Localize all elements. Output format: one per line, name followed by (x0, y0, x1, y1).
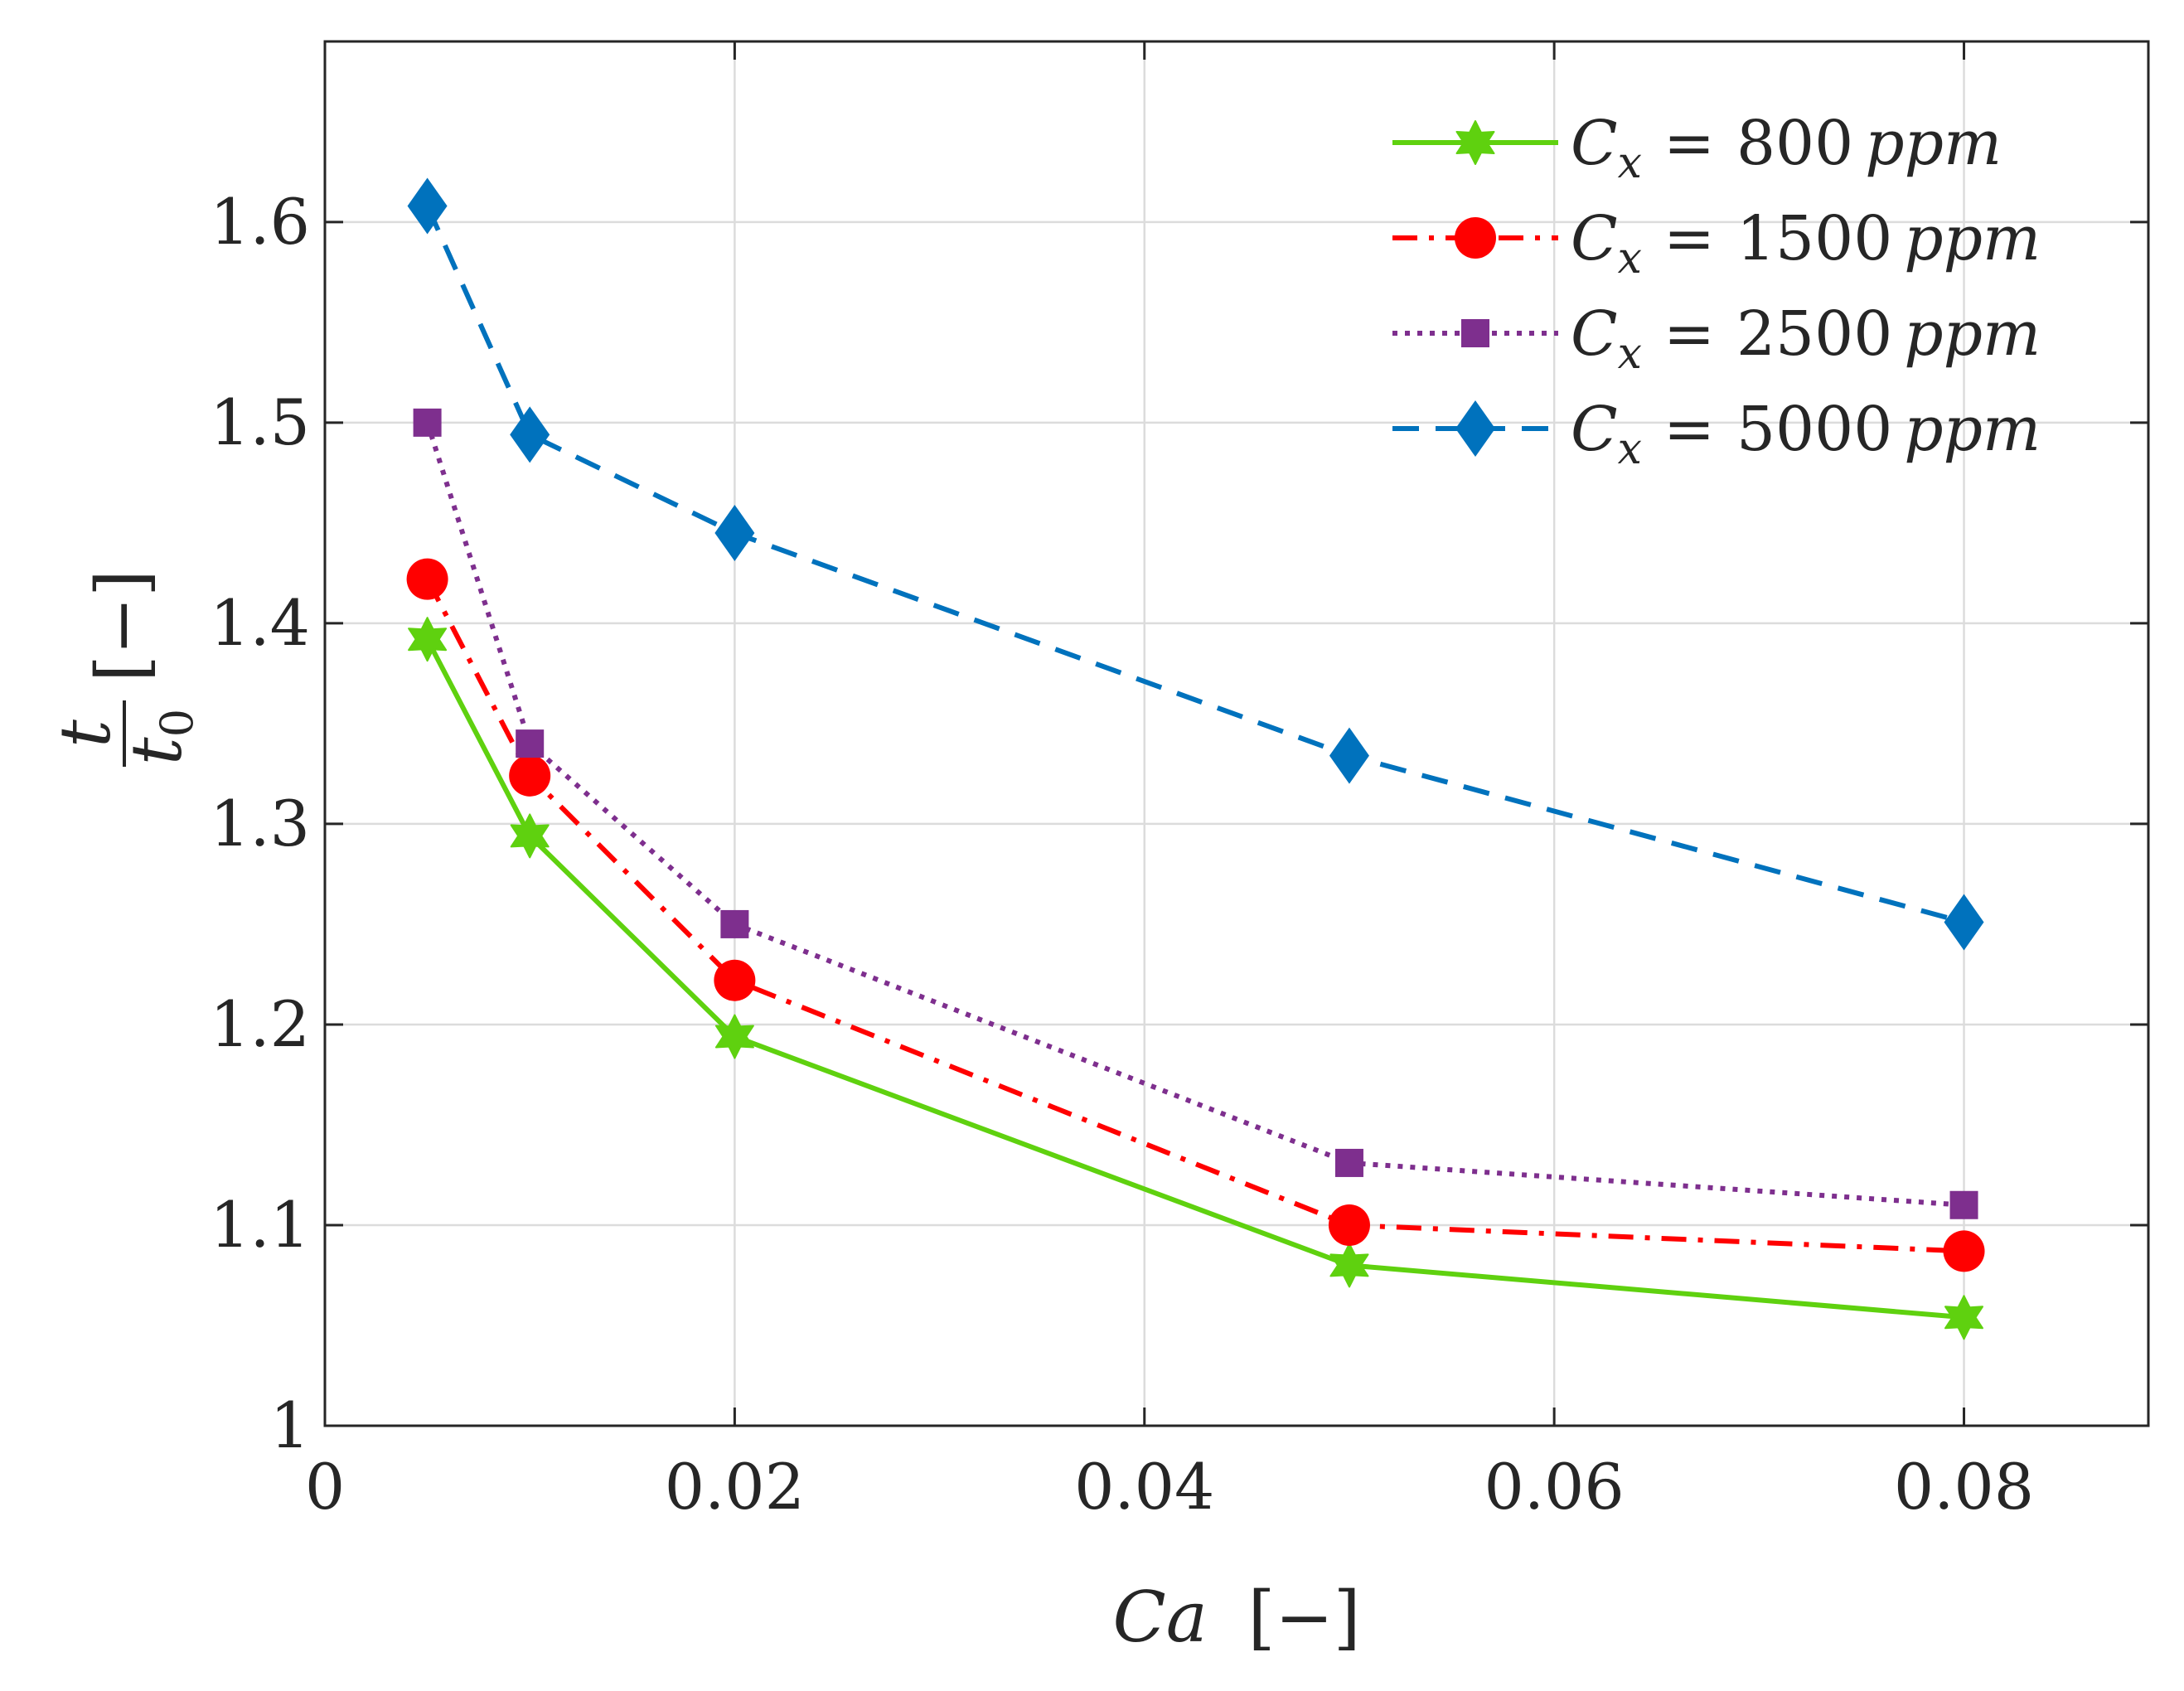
x-tick-label: 0.02 (665, 1450, 805, 1524)
legend: Cx = 800 ppm Cx = 1500 ppm Cx = 2500 ppm Cx = 5000 ppm (1392, 108, 2041, 474)
y-tick-label: 1.4 (210, 586, 310, 660)
data-point-diamond (510, 406, 550, 463)
y-tick-label: 1.1 (210, 1188, 310, 1262)
legend-label: Cx = 800 ppm (1571, 108, 2002, 188)
data-point-diamond (1944, 894, 1984, 951)
data-point-circle (406, 558, 448, 600)
series-5000 (407, 177, 1984, 951)
legend-entry-5000: Cx = 5000 ppm (1392, 394, 2041, 474)
x-tick-label: 0.06 (1484, 1450, 1625, 1524)
x-axis-unit: [−] (1248, 1577, 1361, 1658)
legend-entry-800: Cx = 800 ppm (1392, 108, 2002, 188)
data-point-star (714, 1014, 754, 1059)
data-point-square (1334, 1148, 1363, 1177)
series-1500 (406, 558, 1985, 1272)
data-point-star (510, 813, 550, 859)
legend-marker-sample (1455, 120, 1495, 165)
y-tick-label: 1.6 (210, 185, 310, 259)
series-layer (406, 177, 1985, 1340)
legend-entry-2500: Cx = 2500 ppm (1392, 298, 2041, 379)
y-axis-label: t t0 [−] (45, 569, 203, 767)
x-axis-label: Ca [−] (1113, 1577, 1361, 1658)
y-axis-unit: [−] (81, 569, 162, 682)
data-point-square (720, 909, 749, 938)
legend-marker-sample (1455, 400, 1495, 457)
legend-marker-sample (1461, 319, 1489, 347)
data-point-star (408, 617, 448, 662)
y-axis-numerator: t (45, 720, 126, 748)
y-axis-denominator: t0 (116, 709, 203, 765)
legend-label: Cx = 2500 ppm (1571, 298, 2041, 379)
x-axis-variable: Ca (1113, 1577, 1208, 1658)
data-point-circle (714, 959, 756, 1001)
axis-ticks (323, 41, 2148, 1427)
series-2500 (413, 408, 1978, 1219)
y-tick-labels: 1 1.1 1.2 1.3 1.4 1.5 1.6 (210, 185, 310, 1462)
x-tick-label: 0 (305, 1450, 345, 1524)
x-tick-label: 0.08 (1894, 1450, 2034, 1524)
legend-label: Cx = 1500 ppm (1571, 203, 2041, 283)
y-tick-label: 1 (270, 1388, 310, 1462)
data-point-star (1329, 1243, 1369, 1288)
data-point-square (1949, 1190, 1978, 1219)
x-tick-labels: 0 0.02 0.04 0.06 0.08 (305, 1450, 2034, 1524)
data-point-square (413, 408, 442, 437)
plot-frame (323, 40, 2150, 1427)
legend-entry-1500: Cx = 1500 ppm (1392, 203, 2041, 283)
data-point-circle (509, 754, 551, 797)
y-tick-label: 1.3 (210, 787, 310, 860)
grid-lines (325, 41, 2148, 1426)
legend-label: Cx = 5000 ppm (1571, 394, 2041, 474)
data-point-square (516, 729, 545, 758)
data-point-diamond (1329, 727, 1369, 784)
data-point-diamond (714, 504, 755, 561)
y-tick-label: 1.2 (210, 987, 310, 1061)
legend-marker-sample (1455, 217, 1496, 259)
series-800 (408, 617, 1983, 1340)
data-point-star (1944, 1295, 1983, 1340)
x-tick-label: 0.04 (1074, 1450, 1214, 1524)
data-point-circle (1943, 1230, 1985, 1272)
data-point-diamond (407, 177, 448, 235)
y-tick-label: 1.5 (210, 385, 310, 459)
data-point-circle (1328, 1204, 1370, 1246)
